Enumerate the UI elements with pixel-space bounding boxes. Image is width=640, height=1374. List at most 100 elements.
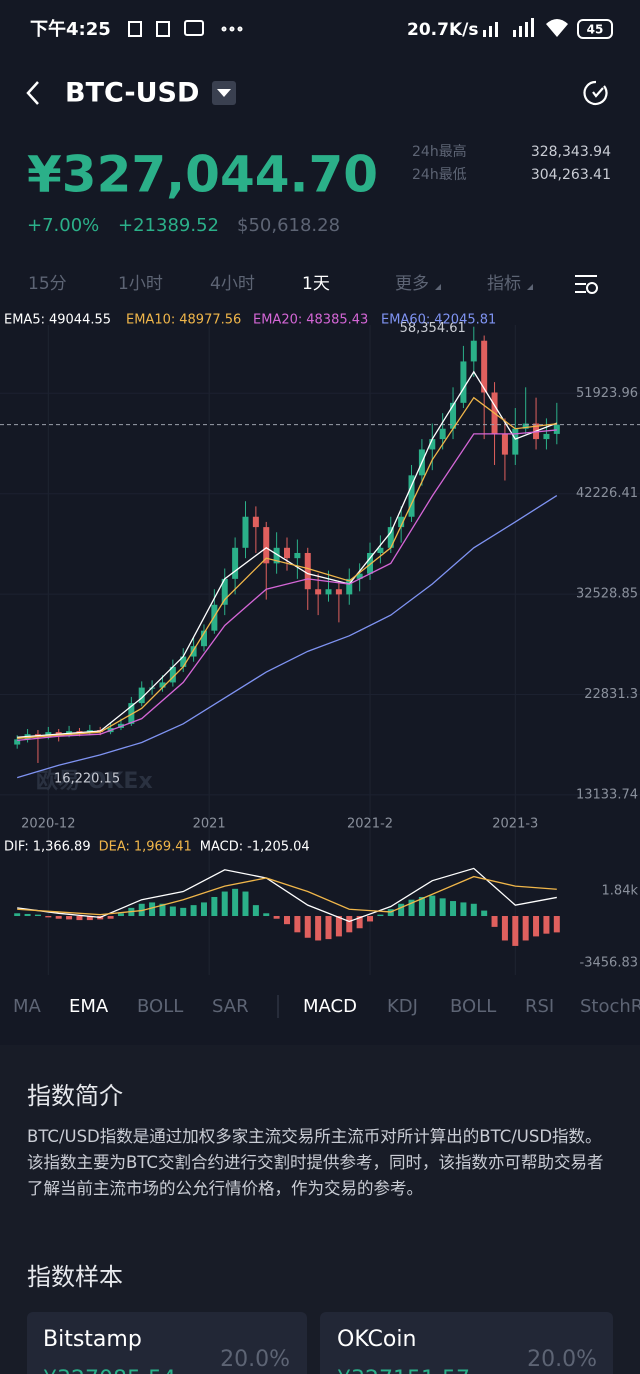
sample-price: ¥327085.54 bbox=[43, 1367, 176, 1374]
low-label: 24h最低 bbox=[412, 167, 467, 183]
macd-bar bbox=[481, 910, 488, 917]
dropdown-arrow bbox=[217, 89, 231, 97]
battery bbox=[577, 19, 613, 39]
candle-body bbox=[408, 475, 415, 517]
sub-indicator-tab[interactable]: MACD bbox=[303, 996, 357, 1017]
candle-body bbox=[221, 578, 228, 605]
max-label: 58,354.61 bbox=[400, 321, 466, 336]
macd-bar bbox=[553, 916, 560, 933]
macd-bar bbox=[294, 916, 301, 933]
legend-value: 42045.81 bbox=[434, 313, 496, 328]
back-button[interactable] bbox=[26, 81, 39, 105]
macd-bar bbox=[200, 902, 207, 917]
sample-card bbox=[27, 1312, 307, 1374]
legend-name: DEA: bbox=[99, 840, 130, 855]
macd-bar bbox=[522, 916, 529, 941]
main-indicator-tab[interactable]: EMA bbox=[69, 996, 109, 1017]
sub-indicator-tab[interactable]: StochRSI bbox=[580, 996, 640, 1017]
legend-name: DIF: bbox=[4, 840, 29, 855]
settings-button[interactable] bbox=[575, 275, 598, 294]
intro-title: 指数简介 bbox=[27, 1082, 123, 1110]
macd-bar bbox=[543, 916, 550, 934]
candle-body bbox=[263, 527, 270, 564]
macd-bar bbox=[284, 916, 290, 925]
timeframe-tab[interactable]: 15分 bbox=[28, 274, 67, 294]
candle-body bbox=[190, 646, 197, 657]
candle-body bbox=[387, 527, 394, 548]
sub-indicator-tab[interactable]: BOLL bbox=[450, 996, 496, 1017]
legend-value: 1,366.89 bbox=[33, 840, 91, 855]
sample-name: OKCoin bbox=[337, 1327, 416, 1352]
candle-body bbox=[377, 547, 384, 553]
candle-body bbox=[346, 578, 353, 595]
sub-indicator-tab[interactable]: RSI bbox=[525, 996, 554, 1017]
main-indicator-tab[interactable]: MA bbox=[13, 996, 42, 1017]
high-value: 328,343.94 bbox=[531, 144, 611, 160]
timeframe-tab[interactable]: 更多 bbox=[395, 274, 429, 294]
candle-body bbox=[128, 703, 135, 724]
macd-bar bbox=[273, 916, 280, 919]
candle-body bbox=[138, 687, 145, 704]
status-speed: 20.7K/s bbox=[407, 20, 478, 40]
legend-value: 1,969.41 bbox=[134, 840, 192, 855]
timeframe-tab[interactable]: 4小时 bbox=[210, 274, 255, 294]
macd-bar bbox=[315, 916, 322, 941]
low-value: 304,263.41 bbox=[531, 167, 611, 183]
candle-body bbox=[304, 552, 311, 590]
legend-value: 49044.55 bbox=[49, 313, 111, 328]
candle-body bbox=[325, 589, 332, 595]
candle-body bbox=[553, 424, 560, 434]
status-time: 下午4:25 bbox=[30, 18, 111, 40]
ema-line bbox=[17, 396, 557, 739]
sample-name: Bitstamp bbox=[43, 1327, 142, 1352]
timeframe-tab[interactable]: 1天 bbox=[302, 274, 330, 294]
candle-body bbox=[294, 552, 301, 559]
legend-value: 48977.56 bbox=[179, 313, 241, 328]
y-tick-label: 42226.41 bbox=[576, 486, 638, 501]
candle-body bbox=[522, 423, 529, 429]
sample-card bbox=[320, 1312, 613, 1374]
candle-body bbox=[460, 361, 467, 403]
ema-line bbox=[17, 429, 557, 742]
macd-bar bbox=[221, 891, 228, 917]
macd-bar bbox=[263, 913, 270, 917]
candle-body bbox=[470, 340, 477, 362]
timeframe-tab[interactable]: 指标 bbox=[487, 274, 521, 294]
macd-bar bbox=[180, 907, 187, 917]
sample-weight: 20.0% bbox=[527, 1347, 597, 1372]
min-label: 16,220.15 bbox=[54, 771, 120, 786]
legend-value: 48385.43 bbox=[306, 313, 368, 328]
refresh-button[interactable] bbox=[583, 80, 608, 106]
candle-body bbox=[14, 739, 21, 745]
usd-price: $50,618.28 bbox=[237, 215, 340, 236]
status-icons bbox=[128, 20, 243, 37]
macd-bar bbox=[346, 916, 353, 933]
x-tick-label: 2021 bbox=[193, 817, 226, 832]
sub-indicator-tab[interactable]: KDJ bbox=[387, 996, 418, 1017]
x-tick-label: 2021-3 bbox=[492, 817, 538, 832]
candle-body bbox=[450, 402, 457, 429]
candle-body bbox=[356, 573, 363, 579]
macd-bar bbox=[24, 913, 31, 917]
macd-bar bbox=[325, 916, 332, 940]
macd-line bbox=[17, 875, 557, 916]
macd-bar bbox=[211, 896, 218, 917]
legend-name: MACD: bbox=[200, 840, 243, 855]
candle-body bbox=[159, 682, 166, 688]
macd-bar bbox=[460, 902, 467, 917]
legend-name: EMA20: bbox=[253, 313, 302, 328]
timeframe-tab[interactable]: 1小时 bbox=[118, 274, 163, 294]
candle-body bbox=[512, 428, 519, 455]
main-indicator-tab[interactable]: SAR bbox=[212, 996, 249, 1017]
macd-bar bbox=[86, 916, 93, 921]
candle-body bbox=[335, 589, 342, 595]
high-label: 24h最高 bbox=[412, 143, 467, 160]
candle-body bbox=[543, 433, 550, 440]
legend-name: EMA5: bbox=[4, 313, 45, 328]
symbol[interactable]: BTC-USD bbox=[65, 78, 199, 109]
main-indicator-tab[interactable]: BOLL bbox=[137, 996, 183, 1017]
candle-body bbox=[242, 516, 249, 548]
last-price: ¥327,044.70 bbox=[27, 146, 378, 204]
candle-body bbox=[200, 630, 207, 647]
